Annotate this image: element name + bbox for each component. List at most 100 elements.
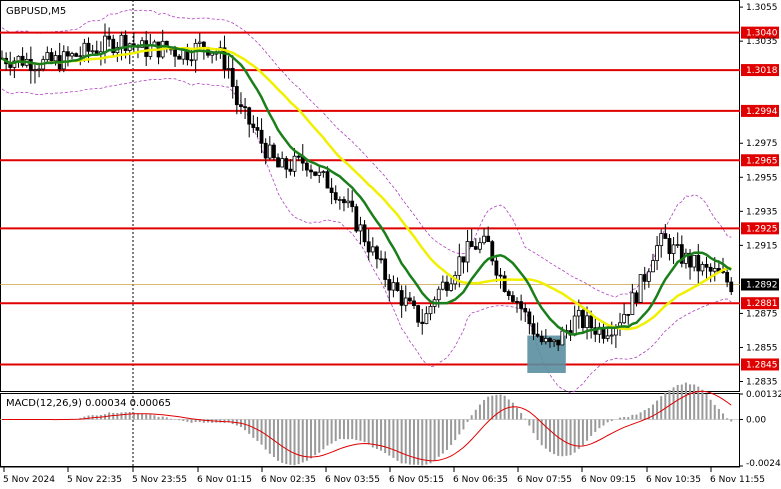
x-tick-label: 5 Nov 2024 bbox=[3, 475, 55, 485]
candle-body bbox=[593, 327, 598, 335]
x-tick-label: 6 Nov 11:55 bbox=[710, 475, 765, 485]
candle-body bbox=[502, 275, 507, 292]
candle-body bbox=[473, 246, 478, 250]
candle-body bbox=[333, 192, 338, 201]
candle-body bbox=[78, 55, 83, 58]
candle-body bbox=[626, 313, 631, 316]
candle-body bbox=[49, 52, 54, 62]
candle-body bbox=[70, 53, 74, 57]
x-tick-label: 6 Nov 03:55 bbox=[325, 475, 380, 485]
candle-body bbox=[61, 51, 66, 70]
candle-body bbox=[515, 301, 519, 303]
candle-body bbox=[585, 315, 589, 328]
y-tick-label: 1.3035 bbox=[746, 37, 778, 47]
level-label: 1.2965 bbox=[746, 156, 778, 166]
y-tick-label: 1.3055 bbox=[746, 3, 778, 13]
macd-signal-line bbox=[2, 390, 732, 462]
candle-body bbox=[457, 256, 462, 276]
candle-body bbox=[230, 67, 235, 87]
candle-body bbox=[634, 292, 639, 303]
candle-body bbox=[498, 274, 503, 277]
candle-body bbox=[548, 338, 552, 343]
candle-body bbox=[189, 59, 194, 62]
candle-body bbox=[243, 106, 247, 109]
candle-body bbox=[317, 171, 322, 176]
candle-body bbox=[234, 86, 239, 106]
candle-body bbox=[140, 40, 144, 48]
candle-body bbox=[239, 104, 243, 108]
level-label-box bbox=[741, 104, 779, 117]
candle-body bbox=[383, 258, 388, 280]
candle-body bbox=[465, 241, 470, 263]
candle-body bbox=[609, 334, 614, 337]
candle-body bbox=[449, 283, 453, 291]
candle-body bbox=[173, 49, 177, 57]
x-tick-label: 6 Nov 02:35 bbox=[261, 475, 316, 485]
candle-body bbox=[325, 171, 330, 189]
candle-body bbox=[692, 254, 697, 268]
candle-body bbox=[679, 244, 684, 264]
candle-body bbox=[276, 157, 280, 168]
level-label: 1.3040 bbox=[746, 29, 778, 39]
candle-body bbox=[646, 271, 651, 282]
x-tick-label: 6 Nov 05:15 bbox=[389, 475, 444, 485]
level-label-box bbox=[741, 358, 779, 371]
candle-body bbox=[506, 291, 511, 297]
current-price-label: 1.2892 bbox=[746, 280, 778, 290]
candle-body bbox=[247, 107, 252, 125]
candle-body bbox=[74, 53, 79, 57]
y-tick-label: 1.2855 bbox=[746, 343, 778, 353]
macd-y-tick-label: -0.00241 bbox=[746, 459, 781, 469]
candle-body bbox=[346, 200, 350, 204]
candle-body bbox=[671, 244, 676, 254]
candle-body bbox=[53, 55, 58, 62]
candle-body bbox=[696, 254, 701, 272]
candle-body bbox=[482, 235, 486, 244]
level-label-box bbox=[741, 222, 779, 235]
x-tick-label: 5 Nov 23:55 bbox=[132, 475, 187, 485]
candle-body bbox=[123, 34, 128, 51]
candle-body bbox=[642, 274, 647, 282]
candle-body bbox=[263, 142, 268, 159]
candle-body bbox=[539, 335, 544, 343]
candle-body bbox=[729, 281, 734, 293]
candle-body bbox=[304, 162, 309, 171]
macd-y-tick-label: 0.00 bbox=[746, 415, 766, 425]
candle-body bbox=[630, 292, 635, 315]
candle-body bbox=[556, 339, 561, 346]
candle-body bbox=[33, 69, 37, 72]
candle-body bbox=[688, 252, 692, 268]
candle-body bbox=[210, 52, 215, 56]
macd-y-tick-label: 0.00132 bbox=[746, 390, 781, 400]
candle-body bbox=[366, 241, 371, 253]
y-tick-label: 1.2835 bbox=[746, 377, 778, 387]
candle-body bbox=[292, 155, 297, 172]
candle-body bbox=[436, 288, 441, 301]
candle-body bbox=[704, 264, 709, 268]
candle-body bbox=[103, 35, 107, 53]
candle-body bbox=[399, 290, 404, 306]
ma-fast-line bbox=[1, 43, 732, 336]
candle-body bbox=[651, 260, 655, 273]
chart-title: GBPUSD,M5 bbox=[6, 6, 66, 17]
candle-body bbox=[638, 274, 643, 303]
candle-body bbox=[712, 268, 717, 272]
candle-body bbox=[486, 235, 491, 243]
candle-body bbox=[350, 200, 355, 208]
candle-body bbox=[605, 335, 610, 339]
level-label-box bbox=[741, 297, 779, 310]
candle-body bbox=[589, 315, 594, 329]
candle-body bbox=[370, 246, 375, 253]
candle-body bbox=[655, 245, 659, 261]
candle-body bbox=[659, 233, 664, 247]
y-tick-label: 1.2875 bbox=[746, 309, 778, 319]
candle-body bbox=[82, 42, 87, 57]
candle-body bbox=[535, 333, 540, 337]
candle-body bbox=[251, 123, 256, 128]
candle-body bbox=[197, 41, 202, 44]
candle-body bbox=[296, 155, 301, 158]
candle-body bbox=[461, 256, 466, 263]
candle-body bbox=[581, 310, 585, 328]
x-tick-label: 6 Nov 10:35 bbox=[646, 475, 701, 485]
